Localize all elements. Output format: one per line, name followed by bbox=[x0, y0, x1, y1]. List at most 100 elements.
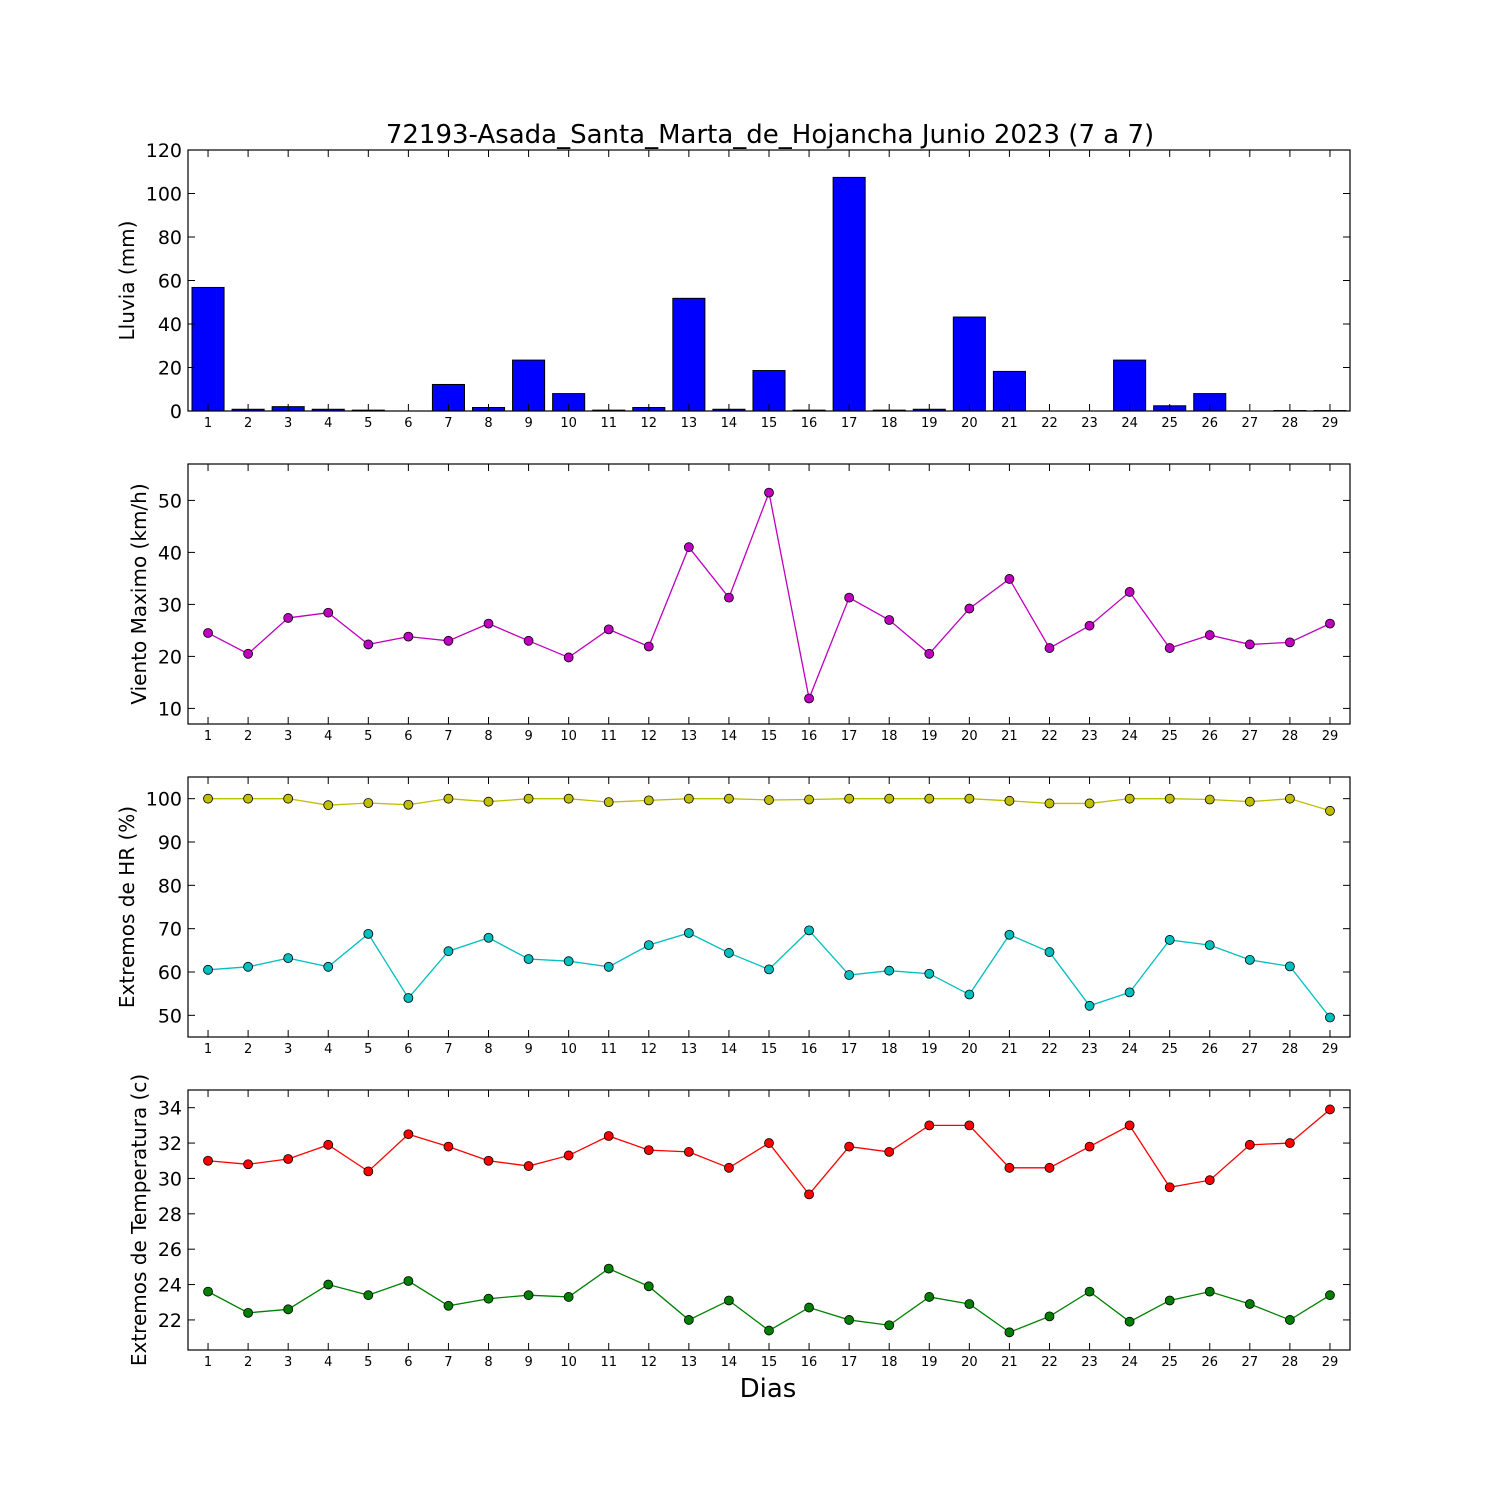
x-tick-label: 5 bbox=[364, 729, 372, 744]
plot-frame bbox=[187, 776, 1351, 1038]
data-point bbox=[1204, 940, 1215, 951]
data-point bbox=[764, 1325, 774, 1336]
data-point bbox=[1284, 1138, 1295, 1148]
data-point bbox=[844, 592, 855, 603]
data-point bbox=[283, 953, 294, 964]
x-tick-label: 29 bbox=[1322, 729, 1339, 744]
x-tick-label: 8 bbox=[484, 1042, 492, 1057]
y-axis-label: Lluvia (mm) bbox=[115, 221, 139, 341]
x-tick-label: 4 bbox=[324, 729, 332, 744]
plot-frame bbox=[187, 1089, 1351, 1351]
data-point bbox=[683, 928, 694, 938]
data-point bbox=[1084, 620, 1095, 631]
x-tick-label: 1 bbox=[204, 416, 212, 431]
data-point bbox=[1084, 1286, 1095, 1297]
x-tick-label: 13 bbox=[681, 1355, 698, 1370]
data-point bbox=[603, 1263, 614, 1274]
y-tick-label: 60 bbox=[158, 271, 182, 293]
bar bbox=[952, 316, 986, 412]
data-point bbox=[764, 487, 774, 498]
x-tick-label: 16 bbox=[801, 729, 818, 744]
data-point bbox=[924, 793, 935, 804]
data-point bbox=[804, 794, 814, 805]
x-tick-label: 15 bbox=[761, 729, 778, 744]
x-tick-label: 15 bbox=[761, 416, 778, 431]
x-tick-label: 23 bbox=[1081, 1042, 1098, 1057]
data-point bbox=[884, 1147, 895, 1157]
x-tick-label: 9 bbox=[524, 416, 532, 431]
x-tick-label: 6 bbox=[404, 1355, 412, 1370]
data-point bbox=[924, 648, 935, 659]
data-point bbox=[443, 635, 454, 646]
x-tick-label: 3 bbox=[284, 1042, 292, 1057]
data-point bbox=[683, 793, 694, 804]
data-point bbox=[924, 1292, 935, 1302]
data-point bbox=[1284, 793, 1295, 804]
x-tick-label: 29 bbox=[1322, 416, 1339, 431]
x-tick-label: 7 bbox=[444, 416, 452, 431]
data-point bbox=[643, 641, 654, 652]
x-tick-label: 20 bbox=[961, 1042, 978, 1057]
x-tick-label: 21 bbox=[1001, 729, 1018, 744]
data-point bbox=[1325, 1290, 1335, 1301]
data-point bbox=[563, 1292, 574, 1302]
x-tick-label: 3 bbox=[284, 729, 292, 744]
data-point bbox=[1164, 793, 1175, 804]
x-tick-label: 28 bbox=[1282, 729, 1299, 744]
x-tick-label: 23 bbox=[1081, 416, 1098, 431]
data-point bbox=[403, 1129, 414, 1140]
x-tick-label: 22 bbox=[1041, 416, 1058, 431]
data-point bbox=[1164, 1182, 1175, 1193]
x-tick-label: 12 bbox=[641, 416, 658, 431]
data-point bbox=[1244, 954, 1255, 965]
data-point bbox=[523, 954, 534, 964]
x-tick-label: 8 bbox=[484, 729, 492, 744]
data-point bbox=[443, 946, 454, 957]
data-point bbox=[443, 793, 454, 804]
data-point bbox=[203, 964, 213, 975]
x-tick-label: 10 bbox=[560, 1355, 577, 1370]
data-point bbox=[283, 1304, 294, 1315]
x-tick-label: 5 bbox=[364, 1042, 372, 1057]
data-point bbox=[1244, 639, 1255, 650]
data-point bbox=[1084, 1141, 1095, 1152]
data-point bbox=[1124, 587, 1135, 597]
x-tick-label: 17 bbox=[841, 1355, 858, 1370]
y-tick-label: 60 bbox=[158, 962, 182, 984]
data-point bbox=[683, 542, 694, 553]
y-tick-label: 32 bbox=[158, 1133, 182, 1155]
x-tick-label: 17 bbox=[841, 416, 858, 431]
y-tick-label: 100 bbox=[146, 184, 182, 206]
data-point bbox=[1084, 798, 1095, 809]
x-tick-label: 24 bbox=[1121, 1042, 1138, 1057]
data-point bbox=[603, 1131, 614, 1141]
y-tick-label: 34 bbox=[158, 1098, 182, 1120]
data-point bbox=[724, 793, 734, 804]
x-tick-label: 18 bbox=[881, 1042, 898, 1057]
x-tick-label: 5 bbox=[364, 1355, 372, 1370]
x-tick-label: 23 bbox=[1081, 729, 1098, 744]
bar bbox=[832, 176, 866, 412]
data-point bbox=[643, 1281, 654, 1292]
data-point bbox=[643, 795, 654, 806]
data-point bbox=[1004, 1327, 1015, 1338]
x-tick-label: 16 bbox=[801, 1355, 818, 1370]
x-tick-label: 9 bbox=[524, 1042, 532, 1057]
x-tick-label: 28 bbox=[1282, 416, 1299, 431]
x-tick-label: 17 bbox=[841, 729, 858, 744]
x-tick-label: 27 bbox=[1242, 1355, 1259, 1370]
data-point bbox=[1244, 796, 1255, 807]
data-point bbox=[964, 793, 975, 804]
x-tick-label: 22 bbox=[1041, 729, 1058, 744]
data-point bbox=[403, 631, 414, 642]
x-tick-label: 9 bbox=[524, 1355, 532, 1370]
data-point bbox=[363, 1166, 374, 1177]
y-tick-label: 20 bbox=[158, 646, 182, 668]
y-tick-label: 30 bbox=[158, 1168, 182, 1190]
chart-title: 72193-Asada_Santa_Marta_de_Hojancha Juni… bbox=[386, 120, 1154, 150]
data-point bbox=[964, 989, 975, 1000]
data-point bbox=[243, 1159, 254, 1170]
